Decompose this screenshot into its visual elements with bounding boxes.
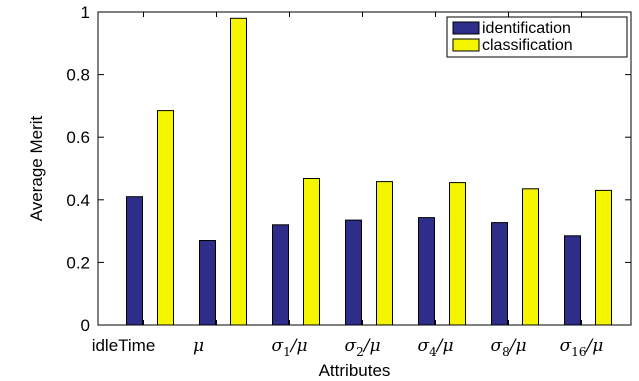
bar-identification-0 xyxy=(126,196,143,326)
x-tick-label-3: σ2/μ xyxy=(344,336,380,359)
bar-classification-3 xyxy=(376,181,393,326)
y-tick-label-1: 0.2 xyxy=(66,253,90,272)
y-tick-label-2: 0.4 xyxy=(66,191,90,210)
y-tick-label-0: 0 xyxy=(81,316,90,335)
x-tick-label-0: idleTime xyxy=(92,336,156,355)
bar-identification-2 xyxy=(272,224,289,326)
bar-identification-5 xyxy=(491,222,508,326)
bar-identification-3 xyxy=(345,219,362,326)
x-tick-suffix: /μ xyxy=(362,336,381,356)
bar-identification-4 xyxy=(418,217,435,326)
ticks-layer: idleTime μ σ1/μ σ2/μ σ4/μ σ8/μ σ16/μ 0 0.2 0.4 0.6… xyxy=(66,3,631,359)
y-tick-label-3: 0.6 xyxy=(66,128,90,147)
legend-swatch-identification xyxy=(452,21,480,35)
legend-label-identification: identification xyxy=(482,20,571,37)
y-tick-label-4: 0.8 xyxy=(66,66,90,85)
x-tick-label-2: σ1/μ xyxy=(271,336,307,359)
x-tick-label-1: μ xyxy=(193,336,204,356)
x-tick-subscript: 1 xyxy=(283,345,291,359)
x-tick-subscript: 2 xyxy=(356,345,364,359)
y-axis-title: Average Merit xyxy=(27,115,46,221)
bar-classification-2 xyxy=(303,178,320,326)
x-tick-label-4: σ4/μ xyxy=(417,336,453,359)
bars-layer xyxy=(126,17,612,326)
legend: identification classification xyxy=(446,16,628,58)
bar-classification-4 xyxy=(449,182,466,326)
bar-classification-0 xyxy=(157,110,174,326)
plot-frame xyxy=(97,11,632,326)
x-tick-subscript: 4 xyxy=(429,345,437,359)
bar-identification-1 xyxy=(199,240,216,326)
x-tick-label-5: σ8/μ xyxy=(490,336,526,359)
legend-label-classification: classification xyxy=(482,37,573,54)
bar-identification-6 xyxy=(564,235,581,326)
x-axis-title: Attributes xyxy=(319,361,391,380)
bar-classification-5 xyxy=(522,188,539,326)
x-tick-suffix: /μ xyxy=(435,336,454,356)
y-tick-label-5: 1 xyxy=(81,3,90,22)
bar-classification-1 xyxy=(230,17,247,326)
x-tick-suffix: /μ xyxy=(585,336,604,356)
x-tick-suffix: /μ xyxy=(508,336,527,356)
bar-classification-6 xyxy=(595,189,612,326)
x-tick-subscript: 8 xyxy=(502,345,510,359)
x-tick-suffix: /μ xyxy=(289,336,308,356)
x-tick-subscript: 16 xyxy=(571,345,586,359)
legend-swatch-classification xyxy=(452,38,480,52)
x-tick-label-6: σ16/μ xyxy=(560,336,604,359)
